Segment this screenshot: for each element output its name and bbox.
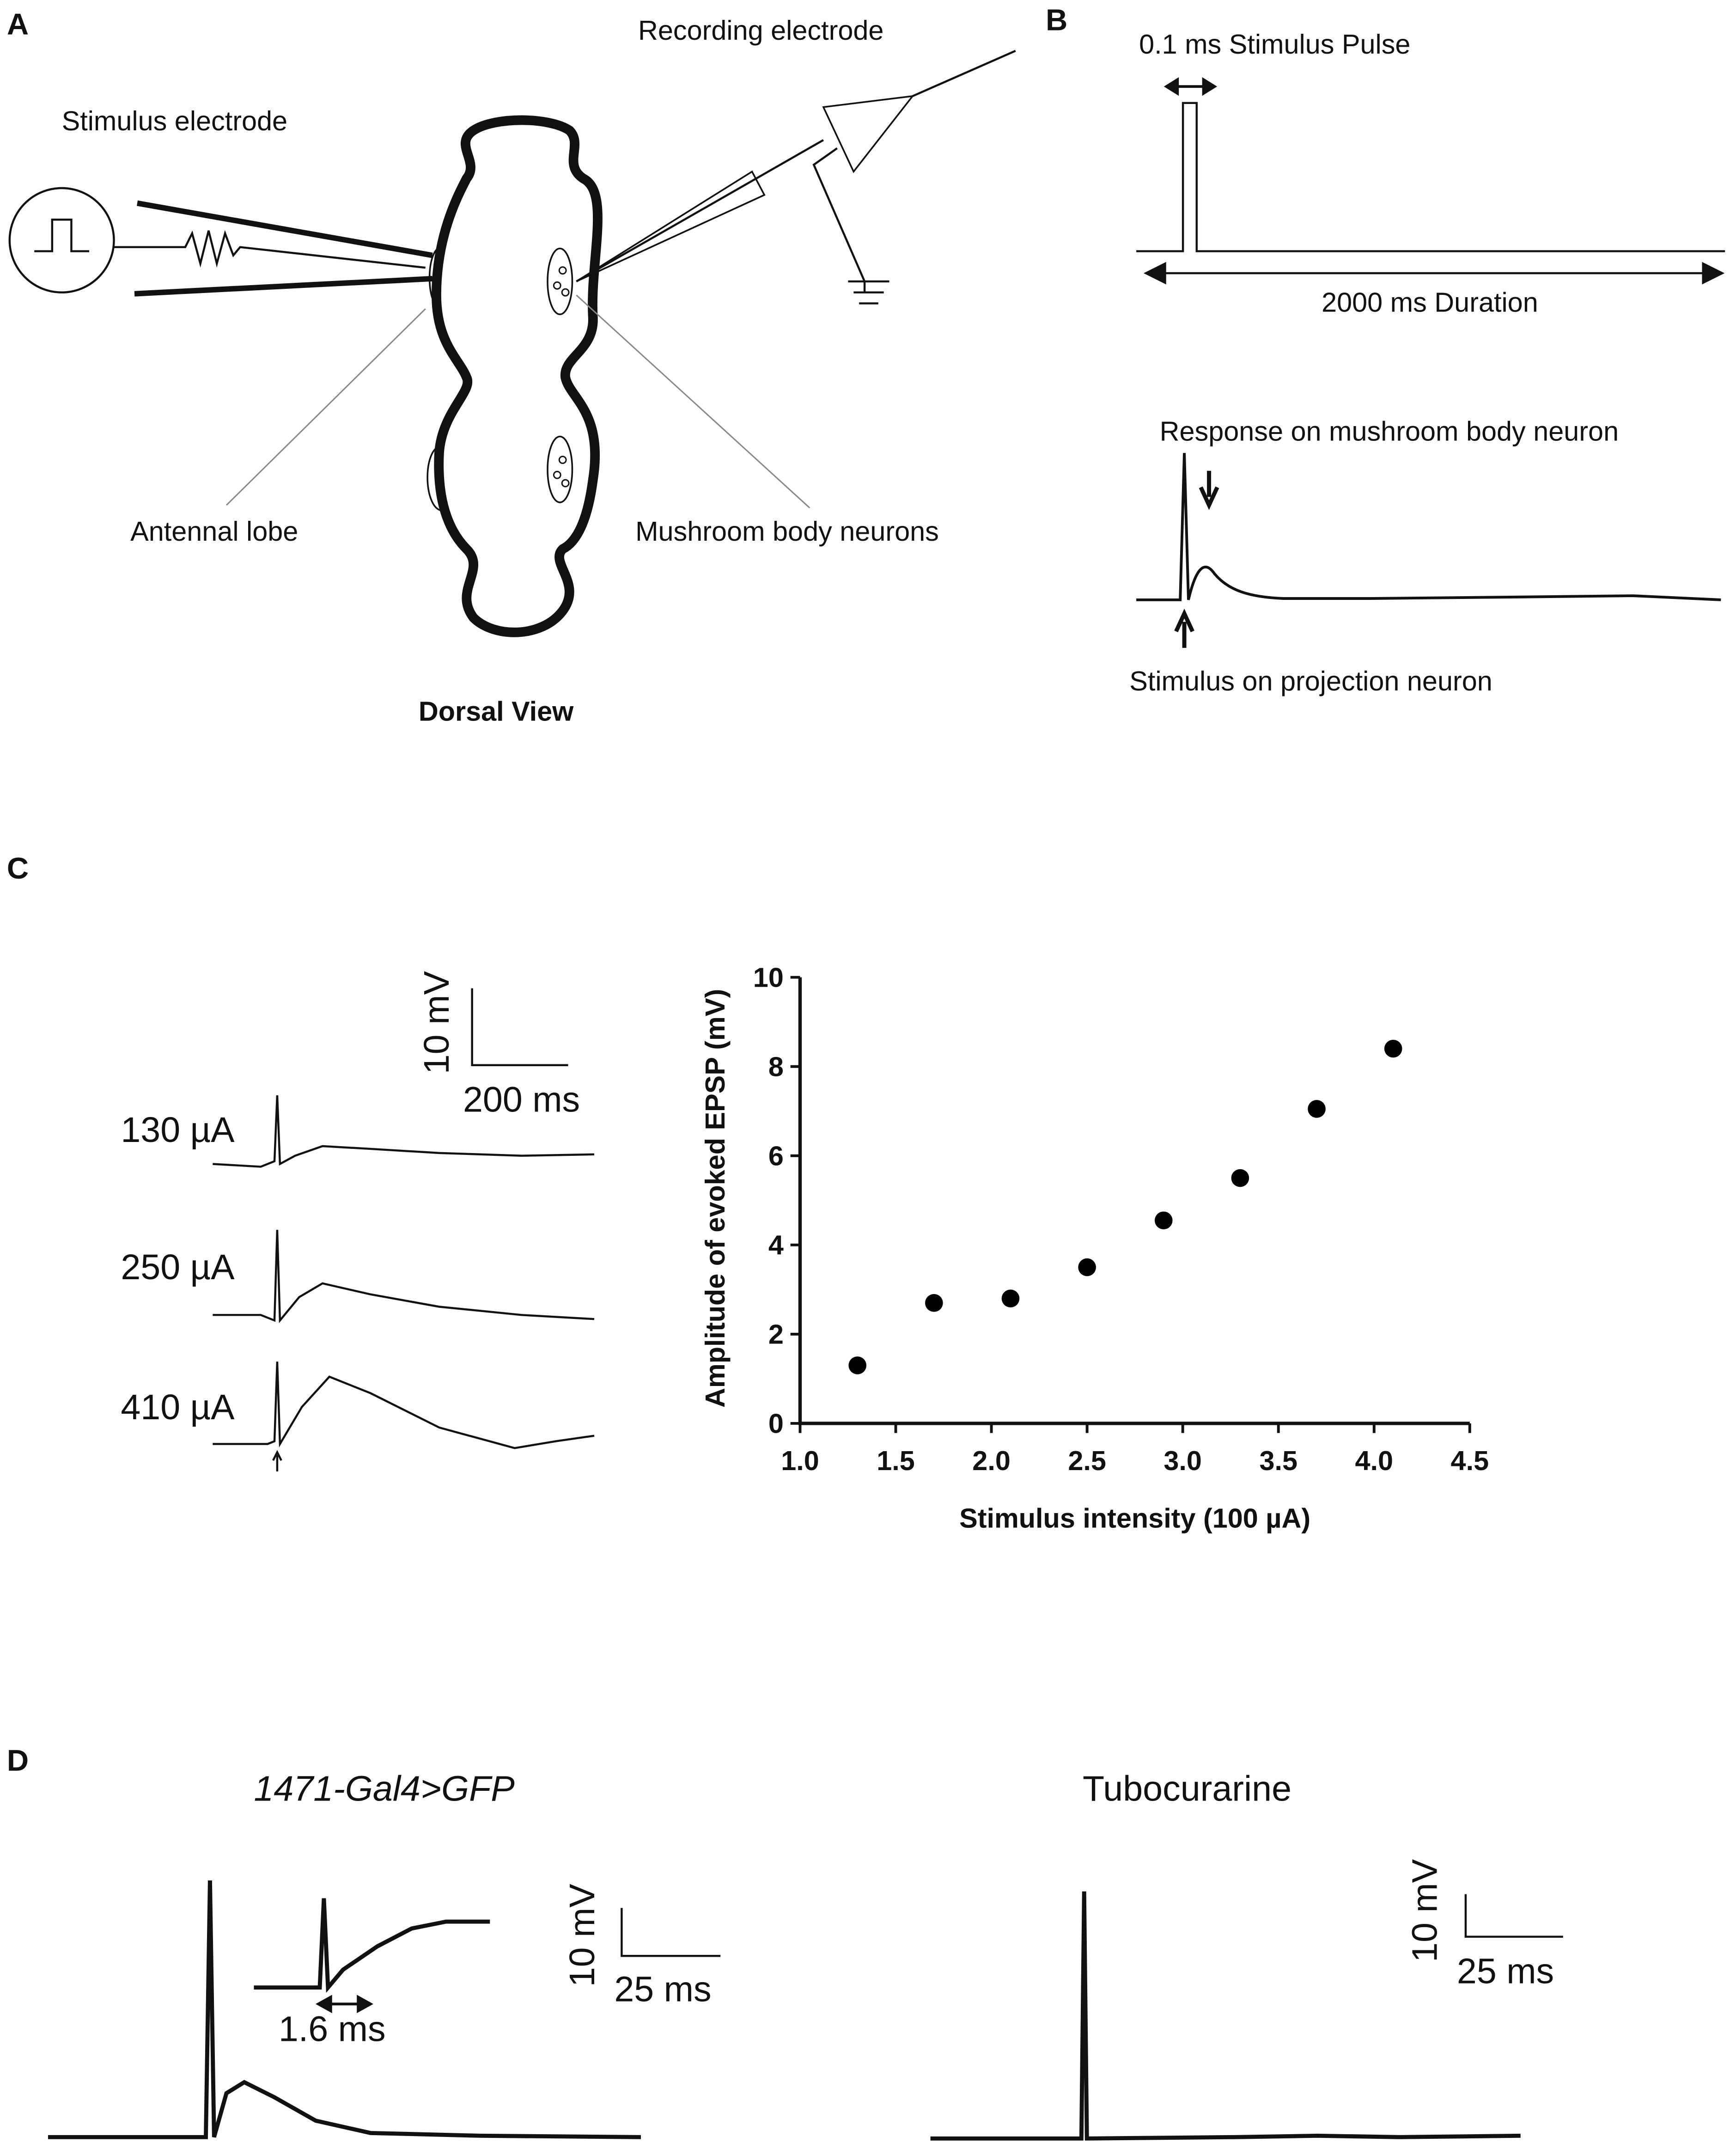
traces [48, 1880, 1563, 2141]
y-tick-label: 8 [768, 1051, 784, 1082]
y-tick-label: 4 [768, 1230, 784, 1261]
x-axis-label: Stimulus intensity (100 µA) [959, 1503, 1310, 1534]
scale-label: 10 mV [562, 1884, 602, 1987]
point [1384, 1039, 1402, 1058]
panel-label: C [7, 851, 29, 885]
panel-label: B [1046, 3, 1067, 37]
point [1001, 1289, 1020, 1307]
point [1154, 1211, 1173, 1230]
trace-label: 410 µA [121, 1387, 235, 1427]
x-tick-label: 4.0 [1355, 1445, 1394, 1476]
traces [213, 988, 595, 1471]
scale-label: 1.6 ms [279, 2009, 386, 2049]
panel-label: A [7, 7, 29, 41]
label: Recording electrode [638, 15, 883, 46]
axes [798, 977, 1470, 1425]
y-axis-label: Amplitude of evoked EPSP (mV) [700, 989, 731, 1408]
label: Dorsal View [419, 696, 574, 726]
panel-label: D [7, 1743, 29, 1777]
x-tick-label: 3.0 [1163, 1445, 1202, 1476]
point [925, 1294, 943, 1312]
scale-label: 10 mV [1405, 1859, 1445, 1962]
scale-label: 25 ms [1457, 1952, 1554, 1991]
title: 1471-Gal4>GFP [254, 1769, 514, 1809]
trace-label: 130 µA [121, 1110, 235, 1150]
label: Antennal lobe [130, 516, 298, 547]
label: 0.1 ms Stimulus Pulse [1139, 29, 1410, 60]
brain-diagram [8, 49, 1016, 637]
y-tick-label: 10 [753, 962, 784, 993]
pulse-diagram [1136, 77, 1725, 648]
y-tick-label: 2 [768, 1319, 784, 1350]
x-tick-label: 1.0 [781, 1445, 819, 1476]
label: Stimulus on projection neuron [1129, 665, 1492, 696]
scale-label: 10 mV [417, 971, 457, 1074]
y-tick-label: 6 [768, 1141, 784, 1172]
scale-label: 200 ms [463, 1080, 580, 1120]
label: Mushroom body neurons [635, 516, 939, 547]
x-tick-label: 3.5 [1259, 1445, 1297, 1476]
scatter-plot: Stimulus intensity (100 µA) Amplitude of… [700, 962, 1489, 1533]
x-tick-label: 4.5 [1451, 1445, 1489, 1476]
title: Tubocurarine [1083, 1769, 1291, 1809]
point [1308, 1100, 1326, 1118]
label: Stimulus electrode [62, 105, 287, 136]
trace-label: 250 µA [121, 1247, 235, 1287]
x-tick-label: 2.0 [972, 1445, 1011, 1476]
x-tick-label: 2.5 [1068, 1445, 1106, 1476]
point [848, 1356, 867, 1374]
scale-label: 25 ms [614, 1969, 711, 2009]
point [1231, 1169, 1249, 1187]
label: Response on mushroom body neuron [1160, 415, 1619, 446]
y-tick-label: 0 [768, 1408, 784, 1439]
label: 2000 ms Duration [1322, 287, 1538, 317]
point [1078, 1258, 1096, 1276]
x-tick-label: 1.5 [877, 1445, 915, 1476]
